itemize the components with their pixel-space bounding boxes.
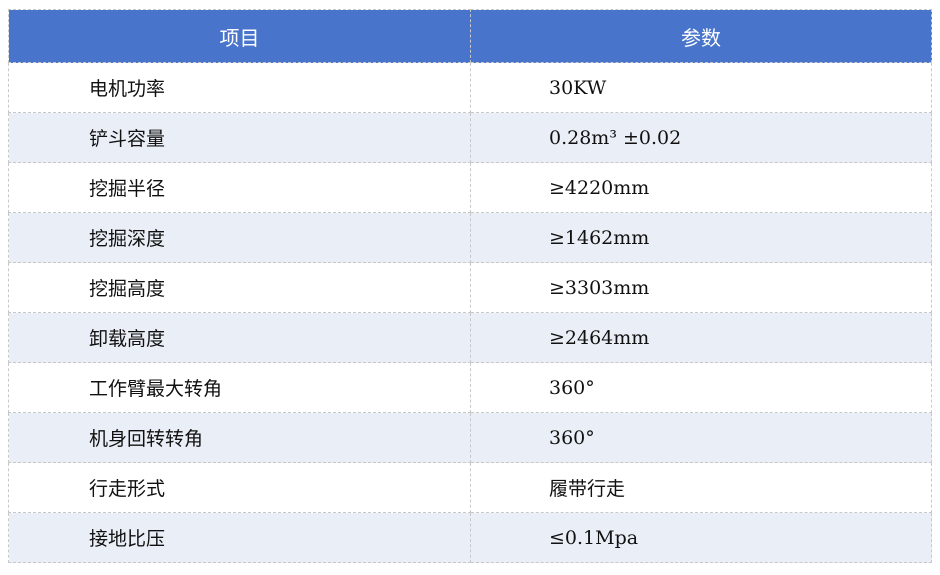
item-cell: 电机功率 xyxy=(8,62,471,113)
header-item: 项目 xyxy=(8,9,471,63)
value-cell: ≥3303mm xyxy=(470,262,932,313)
item-cell: 工作臂最大转角 xyxy=(8,362,471,413)
table-row: 铲斗容量 0.28m³ ±0.02 xyxy=(8,112,932,163)
item-cell: 挖掘半径 xyxy=(8,162,471,213)
table-row: 挖掘半径 ≥4220mm xyxy=(8,162,932,213)
table-row: 电机功率 30KW xyxy=(8,62,932,113)
value-cell: 360° xyxy=(470,362,932,413)
value-cell: 履带行走 xyxy=(470,462,932,513)
table-row: 卸载高度 ≥2464mm xyxy=(8,312,932,363)
table-row: 挖掘高度 ≥3303mm xyxy=(8,262,932,313)
value-cell: ≥2464mm xyxy=(470,312,932,363)
value-cell: ≥1462mm xyxy=(470,212,932,263)
item-cell: 铲斗容量 xyxy=(8,112,471,163)
table-row: 机身回转转角 360° xyxy=(8,412,932,463)
table-row: 接地比压 ≤0.1Mpa xyxy=(8,512,932,563)
header-parameter: 参数 xyxy=(470,9,932,63)
item-cell: 挖掘高度 xyxy=(8,262,471,313)
item-cell: 接地比压 xyxy=(8,512,471,563)
table-row: 工作臂最大转角 360° xyxy=(8,362,932,413)
spec-table: 项目 参数 电机功率 30KW 铲斗容量 0.28m³ ±0.02 挖掘半径 ≥4220m… xyxy=(8,9,932,563)
value-cell: 0.28m³ ±0.02 xyxy=(470,112,932,163)
item-cell: 机身回转转角 xyxy=(8,412,471,463)
item-cell: 行走形式 xyxy=(8,462,471,513)
item-cell: 卸载高度 xyxy=(8,312,471,363)
value-cell: ≤0.1Mpa xyxy=(470,512,932,563)
value-cell: 360° xyxy=(470,412,932,463)
table-header-row: 项目 参数 xyxy=(8,9,932,63)
item-cell: 挖掘深度 xyxy=(8,212,471,263)
value-cell: 30KW xyxy=(470,62,932,113)
table-row: 行走形式 履带行走 xyxy=(8,462,932,513)
table-row: 挖掘深度 ≥1462mm xyxy=(8,212,932,263)
value-cell: ≥4220mm xyxy=(470,162,932,213)
